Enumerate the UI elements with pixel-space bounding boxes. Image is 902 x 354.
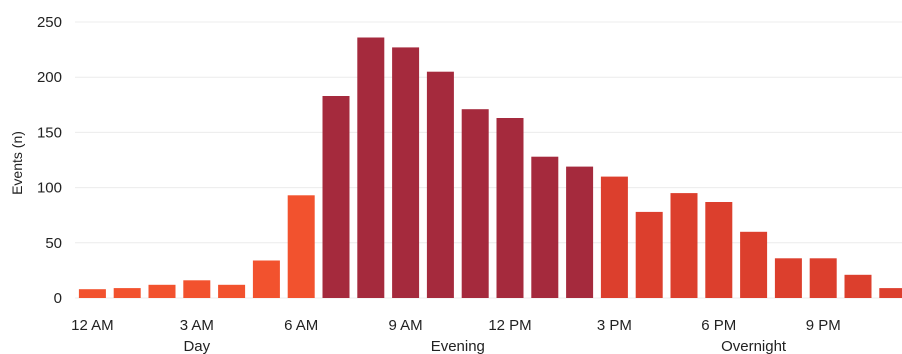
bar-hour-3 xyxy=(183,280,211,298)
bar-hour-21 xyxy=(809,258,837,298)
y-tick-label: 0 xyxy=(54,290,62,307)
x-tick-label: 3 PM xyxy=(597,317,632,334)
bar-hour-5 xyxy=(252,260,280,298)
x-tick-label: 12 PM xyxy=(488,317,531,334)
bar-hour-16 xyxy=(635,211,663,298)
bar-hour-4 xyxy=(218,284,246,298)
bar-hour-20 xyxy=(774,258,802,298)
bar-hour-22 xyxy=(844,274,872,298)
bar-hour-2 xyxy=(148,284,176,298)
bar-hour-9 xyxy=(392,47,420,299)
period-label-day: Day xyxy=(183,338,210,354)
x-tick-label: 6 PM xyxy=(701,317,736,334)
y-axis-ticks: 0 50 100 150 200 250 xyxy=(37,14,62,307)
x-tick-label: 12 AM xyxy=(71,317,114,334)
bar-hour-6 xyxy=(287,195,315,298)
period-label-overnight: Overnight xyxy=(721,338,787,354)
bar-hour-14 xyxy=(566,166,594,298)
bar-hour-1 xyxy=(113,288,141,298)
bar-hour-17 xyxy=(670,193,698,298)
y-tick-label: 50 xyxy=(45,235,62,252)
bar-hour-7 xyxy=(322,96,350,298)
y-tick-label: 100 xyxy=(37,180,62,197)
x-tick-label: 9 PM xyxy=(806,317,841,334)
y-tick-label: 150 xyxy=(37,124,62,141)
bar-hour-11 xyxy=(461,109,489,298)
bar-hour-18 xyxy=(705,202,733,298)
period-labels: Day Evening Overnight xyxy=(183,338,786,354)
bar-hour-8 xyxy=(357,37,385,298)
bar-hour-19 xyxy=(740,231,768,298)
x-tick-label: 9 AM xyxy=(389,317,423,334)
bar-hour-23 xyxy=(879,288,902,298)
period-label-evening: Evening xyxy=(431,338,485,354)
x-axis-ticks: 12 AM 3 AM 6 AM 9 AM 12 PM 3 PM 6 PM 9 PM xyxy=(71,317,841,334)
y-axis-title: Events (n) xyxy=(9,131,25,195)
bar-hour-10 xyxy=(426,71,454,298)
bar-hour-12 xyxy=(496,118,524,298)
y-tick-label: 200 xyxy=(37,69,62,86)
bar-hour-0 xyxy=(78,289,106,298)
y-tick-label: 250 xyxy=(37,14,62,31)
x-tick-label: 6 AM xyxy=(284,317,318,334)
bars xyxy=(78,37,902,299)
bar-hour-13 xyxy=(531,156,559,298)
x-tick-label: 3 AM xyxy=(180,317,214,334)
bar-hour-15 xyxy=(600,176,628,298)
